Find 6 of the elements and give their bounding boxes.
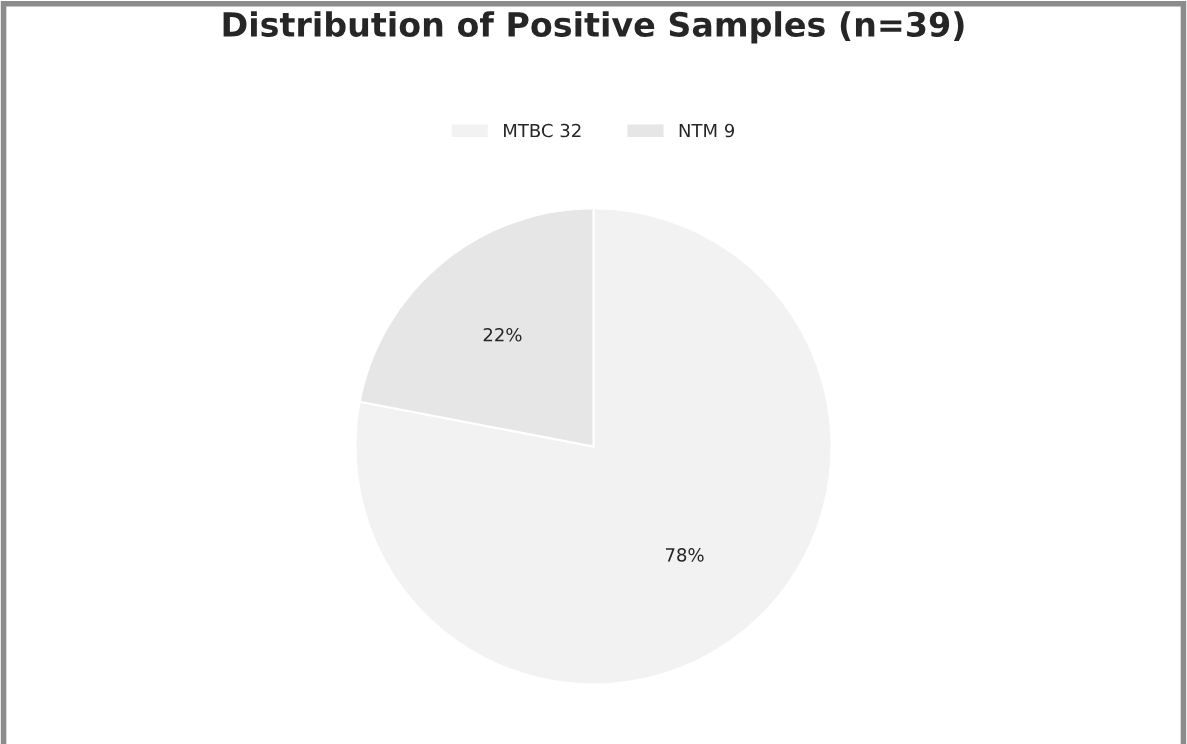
data-label: 22% — [483, 327, 522, 342]
legend-label: MTBC 32 — [504, 123, 581, 138]
data-label: 78% — [665, 548, 704, 562]
pie-slice — [354, 207, 833, 686]
legend-label: NTM 9 — [679, 123, 735, 138]
chart-title: Distribution of Positive Samples (n=39) — [223, 11, 964, 44]
